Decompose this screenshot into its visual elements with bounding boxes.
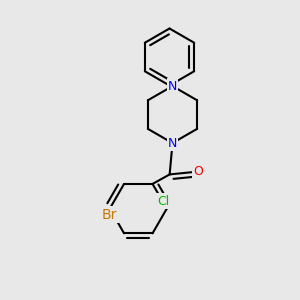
Text: Cl: Cl	[158, 195, 170, 208]
Text: Br: Br	[102, 208, 118, 222]
Text: N: N	[168, 136, 177, 150]
Text: N: N	[168, 80, 177, 93]
Text: O: O	[193, 165, 203, 178]
